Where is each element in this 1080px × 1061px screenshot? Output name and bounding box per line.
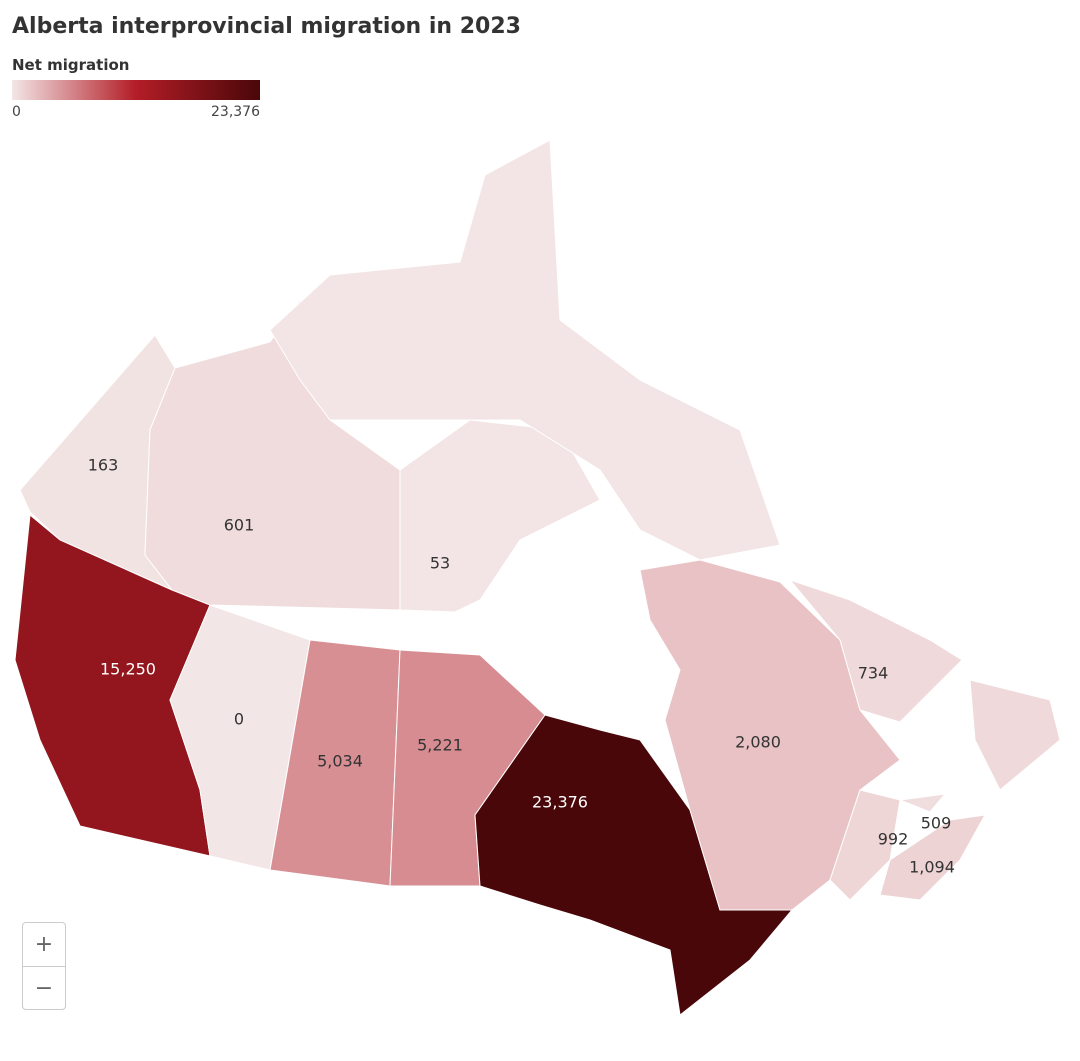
region-value-label: 15,250 <box>100 660 156 679</box>
region-value-label: 5,221 <box>417 736 463 755</box>
legend-min: 0 <box>12 104 21 120</box>
region-value-label: 5,034 <box>317 752 363 771</box>
legend-title: Net migration <box>12 56 130 74</box>
region <box>969 679 1061 791</box>
region <box>829 789 901 901</box>
region <box>879 814 986 901</box>
zoom-control: + − <box>22 922 66 1010</box>
region <box>269 139 781 561</box>
title: Alberta interprovincial migration in 202… <box>12 14 521 39</box>
region-value-label: 1,094 <box>909 858 955 877</box>
region <box>474 714 794 1016</box>
region-value-label: 734 <box>858 664 889 683</box>
region <box>399 419 601 613</box>
region-value-label: 163 <box>88 456 119 475</box>
zoom-out[interactable]: − <box>23 966 65 1010</box>
region <box>898 793 947 813</box>
zoom-in[interactable]: + <box>34 932 54 957</box>
region-value-label: 992 <box>878 830 909 849</box>
region-value-label: 23,376 <box>532 793 588 812</box>
region-value-label: 53 <box>430 554 450 573</box>
region-value-label: 509 <box>921 814 952 833</box>
region <box>788 578 963 723</box>
region-value-label: 601 <box>224 516 255 535</box>
region-value-label: 0 <box>234 710 244 729</box>
legend-max: 23,376 <box>211 104 260 120</box>
region-value-label: 2,080 <box>735 733 781 752</box>
legend-gradient <box>12 80 260 100</box>
